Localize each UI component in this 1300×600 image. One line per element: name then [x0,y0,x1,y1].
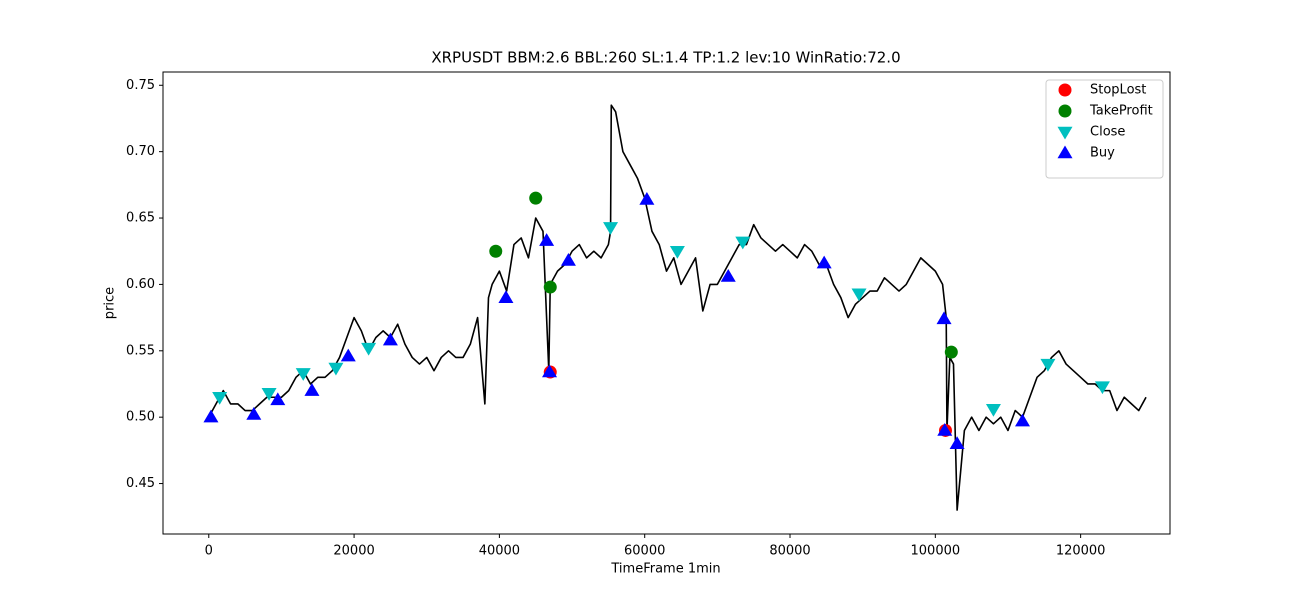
legend-marker [1058,83,1072,97]
marker-point [382,332,398,346]
marker-point [1040,358,1056,372]
marker-point [212,392,228,405]
marker-point [560,253,576,266]
marker-point [1015,413,1031,427]
marker-point [304,383,320,396]
marker-point [639,191,655,205]
y-axis-label: price [103,287,118,319]
marker-point [543,280,557,294]
marker-point [498,290,514,303]
marker-point [816,255,832,269]
legend-marker [1057,145,1073,159]
marker-point [944,345,958,359]
legend-label: Close [1090,125,1125,140]
legend-label: Buy [1090,146,1115,161]
chart-title: XRPUSDT BBM:2.6 BBL:260 SL:1.4 TP:1.2 le… [431,49,900,67]
x-axis-label: TimeFrame 1min [610,562,720,577]
y-tick-label: 0.45 [126,476,155,491]
marker-point [246,407,262,420]
marker-point [295,368,311,381]
marker-point [270,392,286,406]
marker-point [735,236,751,250]
marker-point [603,222,619,235]
y-tick-label: 0.60 [126,277,155,292]
marker-point [328,362,344,376]
y-tick-label: 0.65 [126,211,155,226]
y-tick-label: 0.55 [126,343,155,358]
x-tick-label: 120000 [1056,544,1106,559]
marker-point [261,388,277,401]
legend-box [1045,79,1164,179]
legend-label: StopLost [1090,83,1146,98]
marker-point [489,244,503,258]
y-tick-label: 0.75 [126,78,155,93]
price-line [208,104,1147,511]
plot-frame [162,71,1171,535]
legend-label: TakeProfit [1089,104,1153,119]
x-tick-label: 20000 [333,544,374,559]
x-tick-label: 80000 [769,544,810,559]
legend-marker [1058,104,1072,118]
legend-marker [1057,126,1073,140]
marker-point [937,422,953,436]
marker-point [539,233,555,246]
x-tick-label: 100000 [911,544,961,559]
marker-point [669,245,685,259]
marker-point [340,348,356,362]
x-tick-label: 0 [205,544,213,559]
y-tick-label: 0.70 [126,144,155,159]
marker-point [949,436,965,449]
marker-point [203,409,219,423]
marker-point [720,268,736,282]
x-tick-label: 40000 [479,544,520,559]
marker-point [985,403,1001,417]
x-tick-label: 60000 [624,544,665,559]
marker-point [542,364,558,378]
marker-point [851,288,867,302]
marker-point [936,311,952,325]
y-tick-label: 0.50 [126,410,155,425]
marker-point [529,191,543,205]
marker-point [361,342,377,356]
marker-point [1094,381,1110,395]
